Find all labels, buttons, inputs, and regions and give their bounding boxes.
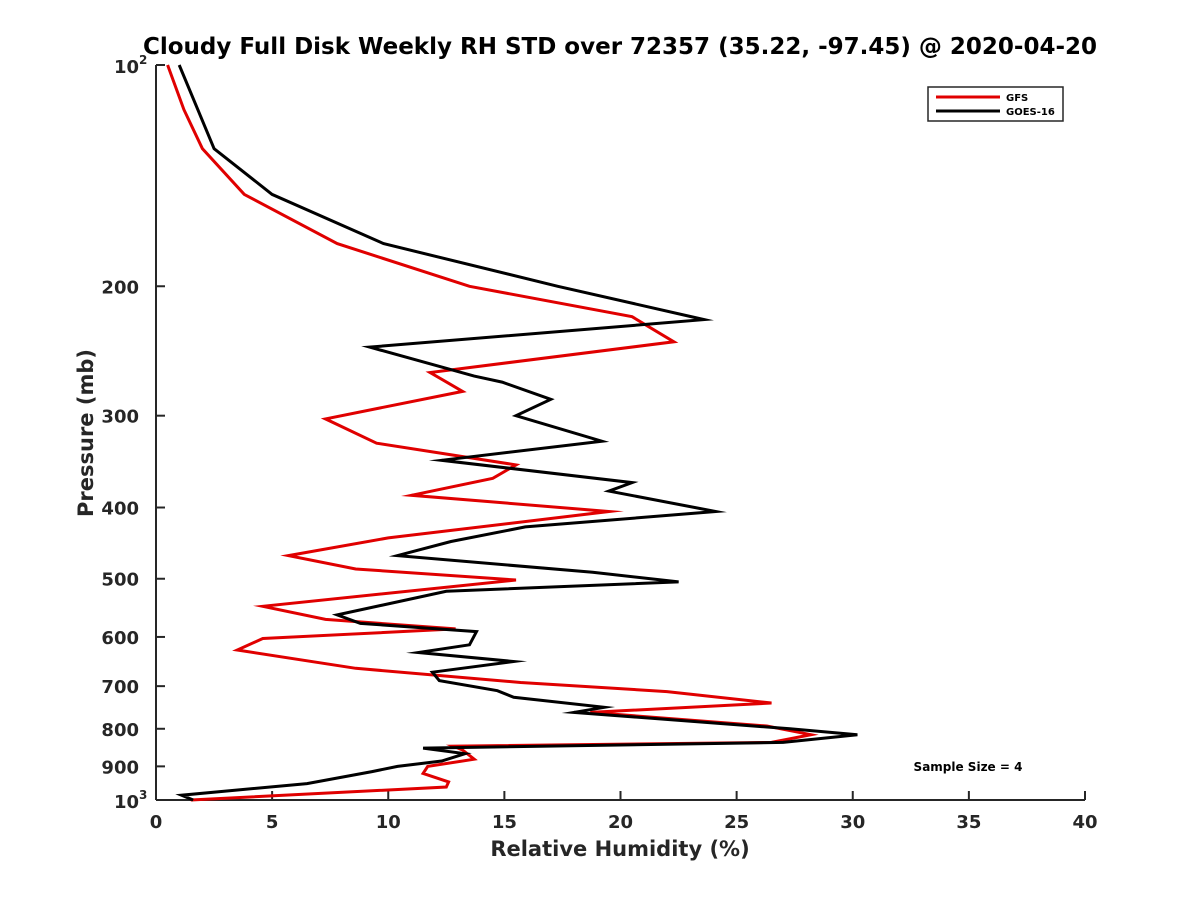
goes-16-series-line [175,64,858,802]
x-tick-label: 15 [492,812,517,833]
x-tick-label: 25 [724,812,749,833]
y-tick-exponent: 3 [139,788,147,802]
sample-size-annotation: Sample Size = 4 [914,760,1023,774]
y-tick-label: 10 [114,792,139,813]
x-tick-label: 40 [1072,812,1097,833]
legend-label: GFS [1006,93,1028,104]
chart-title: Cloudy Full Disk Weekly RH STD over 7235… [143,34,1097,60]
y-tick-label: 400 [101,499,139,520]
x-tick-label: 20 [608,812,633,833]
y-axis-label: Pressure (mb) [74,349,98,517]
y-tick-exponent: 2 [139,53,147,67]
x-tick-label: 10 [376,812,401,833]
x-tick-label: 5 [266,812,279,833]
y-tick-label: 800 [101,720,139,741]
x-tick-label: 35 [956,812,981,833]
x-tick-label: 30 [840,812,865,833]
legend-label: GOES-16 [1006,107,1055,118]
series-layer [166,64,858,802]
y-tick-label: 900 [101,757,139,778]
x-tick-label: 0 [150,812,163,833]
y-tick-label: 10 [114,57,139,78]
y-tick-label: 200 [101,277,139,298]
y-tick-label: 300 [101,407,139,428]
y-tick-label: 600 [101,628,139,649]
x-axis-label: Relative Humidity (%) [490,837,749,861]
y-tick-label: 500 [101,570,139,591]
y-tick-label: 700 [101,677,139,698]
legend-box [927,86,1064,122]
legend: GFS GOES-16 [927,86,1064,122]
